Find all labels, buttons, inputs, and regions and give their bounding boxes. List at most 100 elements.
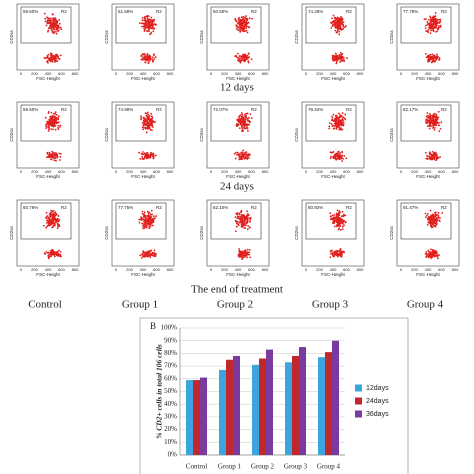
panel-y-label: CD2ss bbox=[199, 128, 204, 142]
event-dot bbox=[150, 151, 152, 154]
event-dot bbox=[339, 114, 341, 116]
event-dot bbox=[237, 217, 240, 219]
event-dot bbox=[423, 18, 426, 21]
row-caption: The end of treatment bbox=[191, 284, 283, 296]
panel-x-tick: 800 bbox=[167, 267, 174, 272]
event-dot bbox=[432, 15, 435, 18]
event-dot bbox=[58, 152, 61, 155]
event-dot bbox=[339, 225, 342, 227]
x-tick-label: Group 2 bbox=[251, 463, 275, 471]
event-dot bbox=[424, 27, 427, 30]
event-dot bbox=[237, 18, 240, 21]
event-dot bbox=[154, 121, 156, 123]
event-dot bbox=[335, 212, 338, 215]
event-dot bbox=[153, 58, 156, 60]
panel-x-tick: 200 bbox=[221, 169, 228, 174]
event-dot bbox=[245, 151, 248, 153]
event-dot bbox=[148, 218, 151, 221]
panel-y-label: CD2ss bbox=[9, 226, 14, 240]
event-dot bbox=[146, 30, 148, 32]
event-dot bbox=[48, 128, 50, 131]
event-dot bbox=[345, 157, 348, 160]
panel-x-tick: 400 bbox=[330, 169, 337, 174]
event-dot bbox=[58, 249, 60, 252]
panel-x-label: FSC-Height bbox=[226, 174, 250, 179]
event-dot bbox=[142, 252, 145, 255]
event-dot bbox=[44, 17, 47, 20]
event-dot bbox=[251, 17, 254, 20]
event-dot bbox=[340, 27, 343, 30]
y-tick-label: 100% bbox=[161, 324, 178, 332]
event-dot bbox=[242, 129, 245, 132]
event-dot bbox=[237, 224, 240, 227]
event-dot bbox=[243, 113, 246, 116]
gate bbox=[20, 104, 72, 142]
event-dot bbox=[428, 157, 431, 160]
event-dot bbox=[243, 214, 246, 217]
event-dot bbox=[245, 217, 247, 220]
event-dot bbox=[334, 156, 337, 159]
event-dot bbox=[429, 117, 432, 120]
event-dot bbox=[50, 255, 53, 258]
panel-x-tick: 200 bbox=[31, 267, 38, 272]
panel-x-tick: 400 bbox=[235, 169, 242, 174]
gate-name: R2 bbox=[251, 9, 257, 14]
event-dot bbox=[435, 213, 438, 216]
event-dot bbox=[244, 127, 246, 130]
event-dot bbox=[52, 213, 55, 215]
gate bbox=[305, 202, 357, 240]
event-dot bbox=[334, 29, 337, 32]
event-dot bbox=[151, 124, 153, 127]
y-tick-label: 30% bbox=[164, 413, 177, 421]
event-dot bbox=[434, 151, 437, 154]
event-dot bbox=[52, 224, 55, 227]
event-dot bbox=[149, 59, 152, 61]
gate-name: R2 bbox=[156, 107, 162, 112]
bar bbox=[259, 358, 266, 455]
event-dot bbox=[431, 115, 434, 118]
event-dot bbox=[49, 158, 52, 161]
event-dot bbox=[427, 120, 430, 123]
event-dot bbox=[236, 52, 239, 55]
event-dot bbox=[339, 127, 341, 130]
event-dot bbox=[441, 212, 444, 214]
event-dot bbox=[45, 251, 48, 253]
event-dot bbox=[50, 118, 52, 121]
event-dot bbox=[151, 126, 154, 128]
x-tick-label: Control bbox=[186, 463, 207, 471]
panel-x-tick: 0 bbox=[210, 71, 213, 76]
panel-x-tick: 400 bbox=[425, 71, 432, 76]
event-dot bbox=[432, 126, 435, 129]
event-dot bbox=[56, 153, 59, 156]
y-tick-label: 60% bbox=[164, 374, 177, 382]
group-label: Group 1 bbox=[122, 299, 158, 311]
event-dot bbox=[337, 116, 340, 119]
panel-x-tick: 600 bbox=[248, 71, 255, 76]
event-dot bbox=[236, 26, 239, 28]
event-dot bbox=[234, 17, 237, 20]
event-dot bbox=[332, 124, 335, 127]
event-dot bbox=[57, 225, 59, 228]
event-dot bbox=[339, 249, 341, 252]
event-dot bbox=[434, 60, 436, 63]
gate-percent: 59.60% bbox=[23, 107, 38, 112]
panel-x-label: FSC-Height bbox=[36, 76, 60, 81]
event-dot bbox=[434, 124, 436, 127]
event-dot bbox=[430, 153, 433, 156]
event-dot bbox=[154, 154, 157, 157]
panel-x-label: FSC-Height bbox=[321, 272, 345, 277]
event-dot bbox=[430, 61, 433, 64]
panel-x-tick: 0 bbox=[115, 267, 118, 272]
flow-panel: 60.79% R2 CD2ss 0 200 400 600 800 FSC-Height bbox=[9, 199, 80, 277]
event-dot bbox=[142, 215, 145, 218]
event-dot bbox=[333, 216, 336, 219]
panel-x-tick: 800 bbox=[452, 169, 459, 174]
event-dot bbox=[339, 247, 342, 250]
event-dot bbox=[53, 115, 56, 118]
event-dot bbox=[146, 125, 149, 128]
event-dot bbox=[238, 248, 240, 250]
event-dot bbox=[424, 18, 427, 20]
event-dot bbox=[332, 14, 335, 17]
event-dot bbox=[249, 121, 251, 123]
event-dot bbox=[245, 112, 248, 115]
